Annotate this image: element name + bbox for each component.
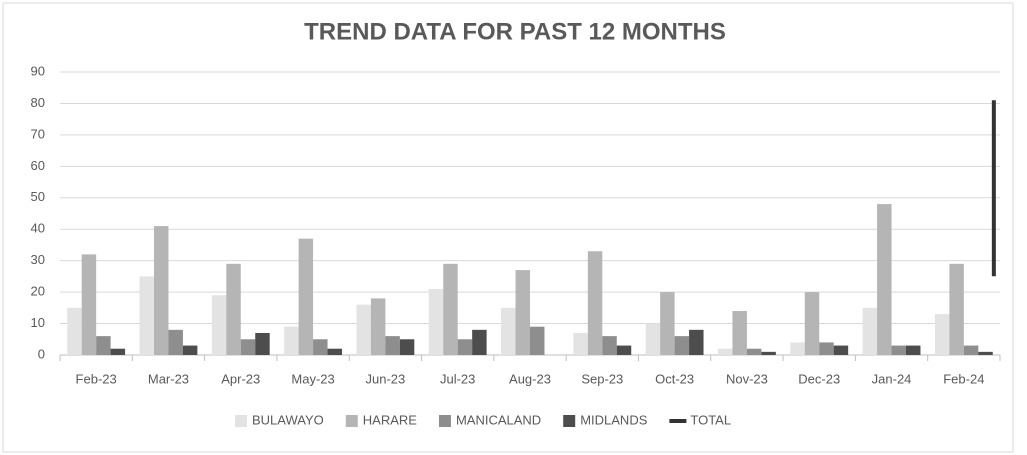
bar [226,263,241,355]
bar [906,345,921,355]
bar [313,339,328,355]
x-tick-label: Apr-23 [221,371,260,386]
bar [385,336,400,355]
x-tick-label: Sep-23 [581,371,623,386]
bar [689,329,704,355]
bar [819,342,834,355]
y-tick-label: 10 [31,315,45,330]
bar [81,254,97,355]
y-tick-label: 70 [31,126,45,141]
x-tick-label: Nov-23 [726,371,768,386]
bar [645,323,661,355]
legend-label: BULAWAYO [252,412,324,427]
bar [255,332,270,355]
legend-label: MIDLANDS [580,412,648,427]
bar [211,295,227,355]
bar [602,336,617,355]
legend-swatch [563,415,576,427]
y-tick-label: 50 [31,189,45,204]
bar [327,348,342,355]
bar [573,332,588,355]
y-tick-label: 80 [31,95,45,110]
bar [67,307,82,355]
x-tick-label: Jun-23 [366,371,406,386]
bar [587,251,603,355]
bar [963,345,979,355]
legend-swatch [235,415,247,427]
bar [746,348,762,355]
legend-label: MANICALAND [456,412,541,427]
x-tick-label: Jul-23 [440,371,475,386]
bar [862,307,878,355]
chart-border [2,2,1014,453]
y-tick-label: 30 [31,252,45,267]
legend-label: TOTAL [690,412,731,427]
bar [616,345,632,355]
bar [833,345,849,355]
bar [877,204,892,355]
bar [182,345,198,355]
bar [732,310,747,355]
bar [891,345,906,355]
y-tick-label: 60 [31,158,45,173]
x-tick-label: Aug-23 [509,371,551,386]
x-tick-label: Feb-23 [76,371,117,386]
bar [934,314,950,355]
bar [139,276,154,355]
bar [674,336,690,355]
y-tick-label: 20 [31,284,45,299]
bar [515,270,530,355]
x-tick-label: Dec-23 [798,371,840,386]
y-tick-label: 90 [31,63,45,78]
bar [110,348,126,355]
bar [284,326,299,355]
chart-title: TREND DATA FOR PAST 12 MONTHS [304,18,726,45]
bar [356,304,371,355]
legend-swatch [438,415,451,427]
bar [804,292,820,355]
bar [399,339,415,355]
bar [457,339,473,355]
bar [949,263,964,355]
x-tick-label: May-23 [291,371,334,386]
bar [530,326,545,355]
bar [428,288,444,355]
x-tick-label: Jan-24 [872,371,912,386]
bar [154,226,169,355]
bar [978,351,993,355]
bar [96,336,111,355]
bar [443,263,458,355]
x-tick-label: Mar-23 [148,371,189,386]
bar [370,298,386,355]
bar [790,342,805,355]
bar [298,238,314,355]
bar [472,329,487,355]
bar [660,292,675,355]
y-tick-label: 0 [38,346,45,361]
legend-label: HARARE [363,412,418,427]
y-tick-label: 40 [31,221,45,236]
x-tick-label: Feb-24 [943,371,984,386]
bar [761,351,776,355]
bar [501,307,516,355]
legend-swatch [345,415,358,427]
bar [718,348,733,355]
bar [240,339,256,355]
x-tick-label: Oct-23 [655,371,694,386]
bar [168,329,183,355]
